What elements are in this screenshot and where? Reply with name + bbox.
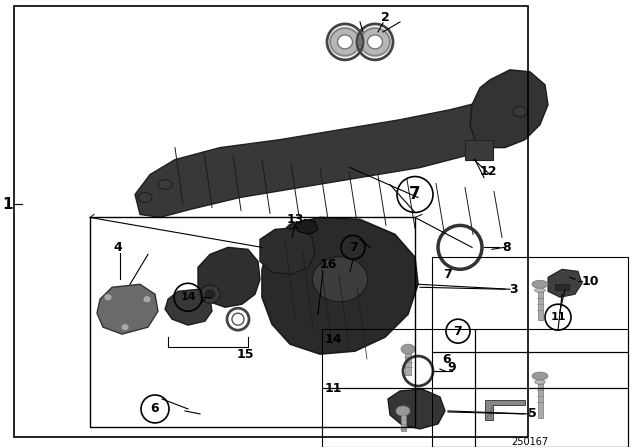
Polygon shape <box>97 284 158 334</box>
Text: 1: 1 <box>3 197 13 212</box>
Bar <box>538 288 543 320</box>
Ellipse shape <box>471 142 485 153</box>
Text: 9: 9 <box>448 361 456 374</box>
Polygon shape <box>198 247 260 307</box>
Ellipse shape <box>534 380 545 384</box>
Text: 12: 12 <box>479 165 497 178</box>
Text: 5: 5 <box>527 407 536 420</box>
Bar <box>322 329 475 388</box>
Ellipse shape <box>121 323 129 331</box>
Text: 15: 15 <box>236 348 253 361</box>
Text: 7: 7 <box>409 185 421 203</box>
Ellipse shape <box>330 28 360 56</box>
Ellipse shape <box>158 180 172 190</box>
Bar <box>538 380 543 418</box>
Text: 4: 4 <box>114 241 122 254</box>
Polygon shape <box>262 217 418 354</box>
Ellipse shape <box>337 35 353 49</box>
Text: 7: 7 <box>454 325 462 338</box>
Ellipse shape <box>532 372 548 380</box>
Ellipse shape <box>138 193 152 202</box>
Bar <box>555 284 569 290</box>
Bar <box>405 349 411 375</box>
Ellipse shape <box>143 296 151 303</box>
Text: 14: 14 <box>180 292 196 302</box>
Ellipse shape <box>513 107 527 116</box>
Ellipse shape <box>205 290 215 299</box>
Text: 250167: 250167 <box>511 437 548 447</box>
Bar <box>432 257 628 352</box>
Polygon shape <box>260 228 315 274</box>
Text: 6: 6 <box>443 353 451 366</box>
Bar <box>14 6 528 437</box>
Ellipse shape <box>360 28 390 56</box>
Polygon shape <box>295 220 318 234</box>
Text: 10: 10 <box>581 275 599 288</box>
Ellipse shape <box>312 257 367 302</box>
Ellipse shape <box>104 294 112 301</box>
Text: 7: 7 <box>349 241 357 254</box>
Polygon shape <box>470 70 548 148</box>
Polygon shape <box>485 400 525 420</box>
Polygon shape <box>165 289 212 325</box>
Ellipse shape <box>532 280 548 288</box>
Text: 11: 11 <box>324 383 342 396</box>
Text: 2: 2 <box>381 12 389 25</box>
Bar <box>475 388 628 447</box>
Text: 16: 16 <box>319 258 337 271</box>
Text: 6: 6 <box>150 402 159 415</box>
Bar <box>432 352 628 447</box>
Polygon shape <box>548 269 582 297</box>
Text: 7: 7 <box>443 268 451 281</box>
Bar <box>401 411 406 431</box>
Ellipse shape <box>534 288 545 292</box>
Text: 3: 3 <box>509 283 517 296</box>
Ellipse shape <box>401 344 415 354</box>
Text: 14: 14 <box>324 332 342 345</box>
Polygon shape <box>388 389 445 429</box>
Text: 13: 13 <box>286 213 304 226</box>
Polygon shape <box>135 95 540 217</box>
Ellipse shape <box>396 406 410 416</box>
Bar <box>90 217 415 427</box>
Ellipse shape <box>367 35 383 49</box>
Ellipse shape <box>200 285 220 303</box>
Bar <box>465 140 493 159</box>
Text: 11: 11 <box>550 312 566 322</box>
Bar <box>322 388 475 447</box>
Bar <box>475 329 628 388</box>
Text: 8: 8 <box>502 241 511 254</box>
